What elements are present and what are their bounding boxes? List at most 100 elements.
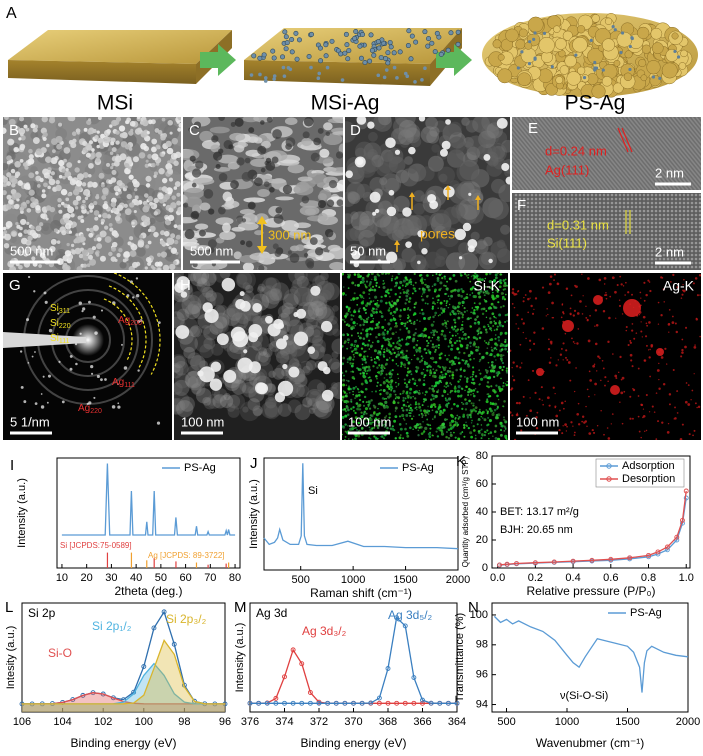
- lattice: [606, 237, 610, 241]
- texture: [156, 421, 161, 425]
- lattice: [594, 261, 598, 265]
- texture: [424, 426, 428, 430]
- texture: [386, 383, 389, 386]
- texture: [435, 209, 450, 225]
- texture: [89, 258, 97, 266]
- lattice: [662, 205, 666, 209]
- texture: [226, 394, 241, 409]
- texture: [386, 385, 390, 388]
- texture: [474, 318, 477, 321]
- lattice: [538, 201, 542, 205]
- texture: [242, 282, 251, 290]
- texture: [503, 416, 505, 419]
- texture: [499, 278, 502, 282]
- texture: [128, 130, 133, 136]
- texture: [473, 429, 476, 432]
- texture: [352, 321, 356, 325]
- texture: [382, 336, 386, 340]
- texture: [245, 149, 261, 157]
- lattice: [634, 253, 638, 257]
- texture: [434, 302, 436, 305]
- texture: [391, 427, 395, 431]
- texture: [354, 397, 357, 400]
- texture: [394, 322, 398, 325]
- lattice: [626, 229, 630, 233]
- texture: [410, 322, 413, 325]
- lattice: [614, 245, 618, 249]
- texture: [386, 426, 389, 430]
- scale-bar-label: 5 1/nm: [10, 414, 50, 429]
- texture: [151, 153, 159, 161]
- texture: [417, 402, 421, 406]
- texture: [381, 365, 385, 369]
- texture: [478, 295, 482, 299]
- texture: [388, 341, 391, 344]
- texture: [469, 287, 473, 291]
- lattice: [614, 241, 618, 245]
- texture: [443, 334, 447, 338]
- lattice: [538, 261, 542, 265]
- texture: [351, 438, 354, 440]
- texture: [382, 353, 385, 356]
- texture: [427, 349, 430, 352]
- texture: [239, 375, 258, 394]
- texture: [466, 297, 469, 299]
- lattice: [598, 221, 602, 225]
- lattice: [646, 249, 650, 253]
- texture: [433, 385, 436, 388]
- texture: [82, 172, 89, 179]
- texture: [319, 346, 327, 353]
- pore-bump: [497, 68, 513, 84]
- texture: [242, 262, 254, 270]
- texture: [431, 285, 434, 288]
- lattice: [626, 205, 630, 209]
- lattice: [654, 197, 658, 201]
- texture: [401, 413, 405, 418]
- pore-bump: [640, 74, 648, 82]
- ag-particle: [329, 38, 335, 44]
- texture: [354, 411, 357, 415]
- texture: [35, 204, 41, 211]
- lattice: [550, 245, 554, 249]
- texture: [486, 398, 489, 401]
- texture: [463, 369, 466, 373]
- texture: [487, 417, 489, 419]
- lattice: [590, 209, 594, 213]
- texture: [281, 220, 299, 232]
- lattice: [594, 229, 598, 233]
- texture: [184, 370, 203, 389]
- texture: [67, 206, 75, 214]
- texture: [139, 234, 143, 239]
- texture: [177, 117, 181, 121]
- texture: [494, 316, 496, 319]
- texture: [101, 195, 107, 200]
- lattice: [646, 193, 650, 197]
- texture: [478, 251, 497, 270]
- texture: [370, 288, 374, 292]
- texture: [497, 398, 500, 401]
- texture: [454, 228, 466, 241]
- texture: [416, 319, 418, 321]
- texture: [153, 171, 158, 176]
- lattice: [686, 249, 690, 253]
- texture: [96, 130, 100, 134]
- texture: [395, 331, 397, 333]
- texture: [173, 160, 179, 167]
- lattice: [570, 241, 574, 245]
- texture: [161, 153, 165, 157]
- texture: [41, 213, 48, 220]
- texture: [439, 301, 443, 305]
- texture: [407, 314, 410, 317]
- lattice: [662, 249, 666, 253]
- texture: [410, 417, 414, 420]
- texture: [140, 142, 147, 150]
- texture: [356, 344, 360, 348]
- texture: [409, 403, 412, 406]
- texture: [388, 357, 391, 359]
- lattice: [514, 197, 518, 201]
- lattice: [578, 241, 582, 245]
- texture: [171, 195, 177, 200]
- texture: [425, 409, 429, 413]
- texture: [362, 404, 366, 407]
- lattice: [670, 221, 674, 225]
